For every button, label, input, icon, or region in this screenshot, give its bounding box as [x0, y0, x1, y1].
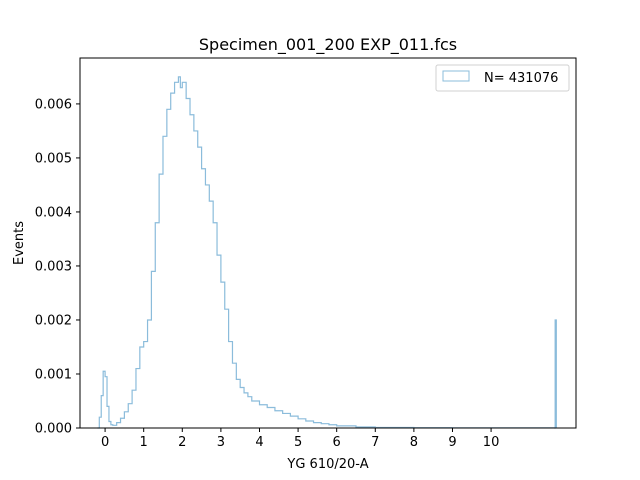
series-layer	[97, 76, 557, 429]
y-tick-label: 0.003	[35, 259, 72, 274]
y-tick-label: 0.001	[35, 367, 72, 382]
x-tick-label: 1	[140, 435, 148, 450]
chart-title: Specimen_001_200 EXP_011.fcs	[199, 35, 457, 55]
x-tick-label: 9	[448, 435, 456, 450]
x-axis: 0 1 2 3 4 5 6 7 8 9 10	[101, 428, 499, 450]
axes-frame	[79, 57, 577, 429]
x-tick-label: 2	[178, 435, 186, 450]
x-tick-label: 4	[255, 435, 263, 450]
x-tick-label: 7	[371, 435, 379, 450]
series-line	[97, 76, 557, 429]
y-tick-label: 0.004	[35, 205, 72, 220]
legend: N= 431076	[435, 64, 570, 92]
y-axis-title: Events	[12, 221, 27, 265]
y-tick-label: 0.005	[35, 151, 72, 166]
legend-label: N= 431076	[484, 71, 558, 86]
legend-swatch	[442, 70, 470, 82]
y-tick-label: 0.006	[35, 97, 72, 112]
x-tick-label: 0	[101, 435, 109, 450]
y-tick-label: 0.000	[35, 422, 72, 437]
x-tick-label: 3	[217, 435, 225, 450]
x-tick-label: 6	[333, 435, 341, 450]
y-axis: 0.000 0.001 0.002 0.003 0.004 0.005 0.006	[35, 97, 80, 437]
y-tick-label: 0.002	[35, 313, 72, 328]
x-axis-title: YG 610/20-A	[286, 457, 368, 472]
x-tick-label: 5	[294, 435, 302, 450]
x-tick-label: 8	[410, 435, 418, 450]
x-tick-label: 10	[483, 435, 500, 450]
